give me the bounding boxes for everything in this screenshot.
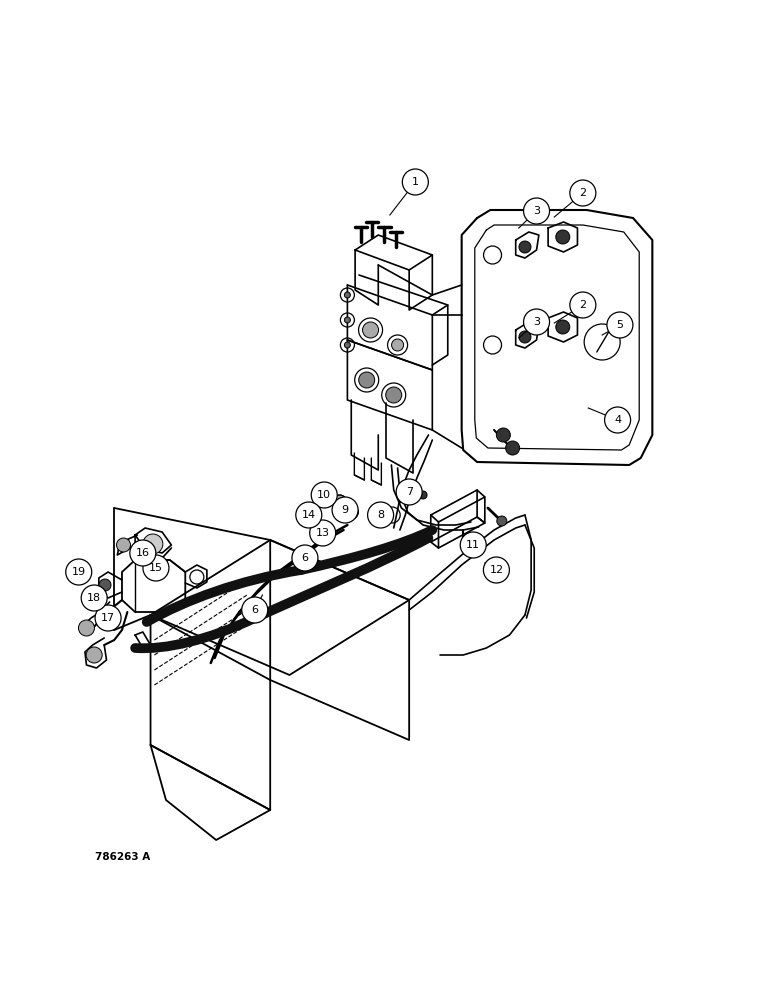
Circle shape xyxy=(483,557,510,583)
Text: 18: 18 xyxy=(87,593,101,603)
Text: 5: 5 xyxy=(616,320,624,330)
Circle shape xyxy=(79,620,94,636)
Circle shape xyxy=(497,516,506,526)
Circle shape xyxy=(363,322,378,338)
Circle shape xyxy=(570,292,596,318)
Circle shape xyxy=(86,647,102,663)
Text: 16: 16 xyxy=(136,548,150,558)
Circle shape xyxy=(570,180,596,206)
Text: 9: 9 xyxy=(341,505,349,515)
Circle shape xyxy=(556,320,570,334)
Circle shape xyxy=(496,428,510,442)
Circle shape xyxy=(367,502,394,528)
Circle shape xyxy=(556,230,570,244)
Circle shape xyxy=(402,169,428,195)
Circle shape xyxy=(95,605,121,631)
Circle shape xyxy=(143,555,169,581)
Circle shape xyxy=(523,198,550,224)
Circle shape xyxy=(143,534,163,554)
Circle shape xyxy=(296,502,322,528)
Circle shape xyxy=(344,505,358,519)
Text: 6: 6 xyxy=(251,605,259,615)
Text: 17: 17 xyxy=(101,613,115,623)
Circle shape xyxy=(359,372,374,388)
Circle shape xyxy=(419,491,427,499)
Text: 786263 A: 786263 A xyxy=(95,852,151,862)
Circle shape xyxy=(506,441,520,455)
Circle shape xyxy=(519,331,531,343)
Text: 1: 1 xyxy=(411,177,419,187)
Text: 19: 19 xyxy=(72,567,86,577)
Circle shape xyxy=(523,309,550,335)
Text: 12: 12 xyxy=(489,565,503,575)
Circle shape xyxy=(242,597,268,623)
Text: 2: 2 xyxy=(579,300,587,310)
Text: 4: 4 xyxy=(614,415,621,425)
Circle shape xyxy=(391,339,404,351)
Circle shape xyxy=(66,559,92,585)
Circle shape xyxy=(130,540,156,566)
Text: 10: 10 xyxy=(317,490,331,500)
Circle shape xyxy=(99,579,111,591)
Circle shape xyxy=(344,342,350,348)
Text: 7: 7 xyxy=(405,487,413,497)
Circle shape xyxy=(344,317,350,323)
Text: 2: 2 xyxy=(579,188,587,198)
Text: 6: 6 xyxy=(301,553,309,563)
Text: 8: 8 xyxy=(377,510,384,520)
Circle shape xyxy=(396,479,422,505)
Circle shape xyxy=(386,387,401,403)
Circle shape xyxy=(344,292,350,298)
Circle shape xyxy=(460,532,486,558)
Circle shape xyxy=(519,241,531,253)
Circle shape xyxy=(310,520,336,546)
Text: 14: 14 xyxy=(302,510,316,520)
Text: 11: 11 xyxy=(466,540,480,550)
Text: 15: 15 xyxy=(149,563,163,573)
Circle shape xyxy=(604,407,631,433)
Circle shape xyxy=(117,538,130,552)
Circle shape xyxy=(332,497,358,523)
Circle shape xyxy=(333,495,347,509)
Circle shape xyxy=(311,482,337,508)
Text: 3: 3 xyxy=(533,317,540,327)
Text: 3: 3 xyxy=(533,206,540,216)
Text: 13: 13 xyxy=(316,528,330,538)
Circle shape xyxy=(607,312,633,338)
Circle shape xyxy=(292,545,318,571)
Circle shape xyxy=(81,585,107,611)
